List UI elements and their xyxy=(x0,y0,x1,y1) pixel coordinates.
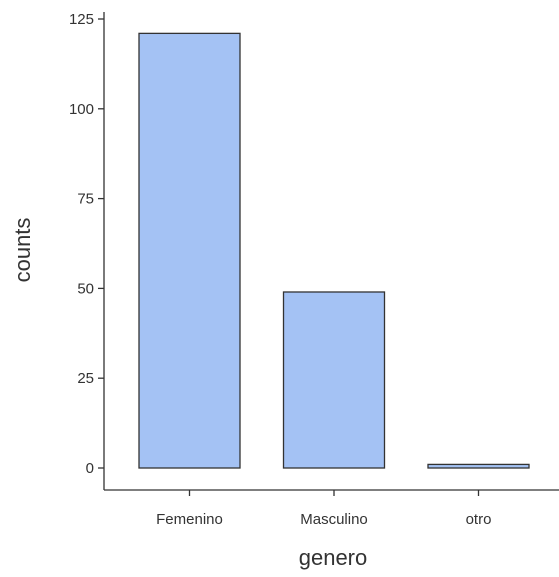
y-tick-label: 50 xyxy=(77,280,94,297)
bar-otro xyxy=(427,463,530,469)
x-axis-ticks: Femenino Masculino otro xyxy=(156,490,491,528)
x-axis-title: genero xyxy=(299,545,368,570)
y-tick-label: 25 xyxy=(77,370,94,387)
y-tick-label: 0 xyxy=(86,460,94,477)
y-axis-title: counts xyxy=(10,218,35,283)
bar-masculino xyxy=(282,291,386,469)
bars-group xyxy=(138,32,530,469)
x-tick-label: Masculino xyxy=(300,511,368,528)
y-axis-ticks: 0 25 50 75 100 125 xyxy=(69,11,104,477)
x-tick-label: otro xyxy=(466,511,492,528)
y-tick-label: 75 xyxy=(77,191,94,208)
x-tick-label: Femenino xyxy=(156,511,223,528)
y-tick-label: 125 xyxy=(69,11,94,28)
y-tick-label: 100 xyxy=(69,101,94,118)
bar-femenino xyxy=(138,32,241,469)
